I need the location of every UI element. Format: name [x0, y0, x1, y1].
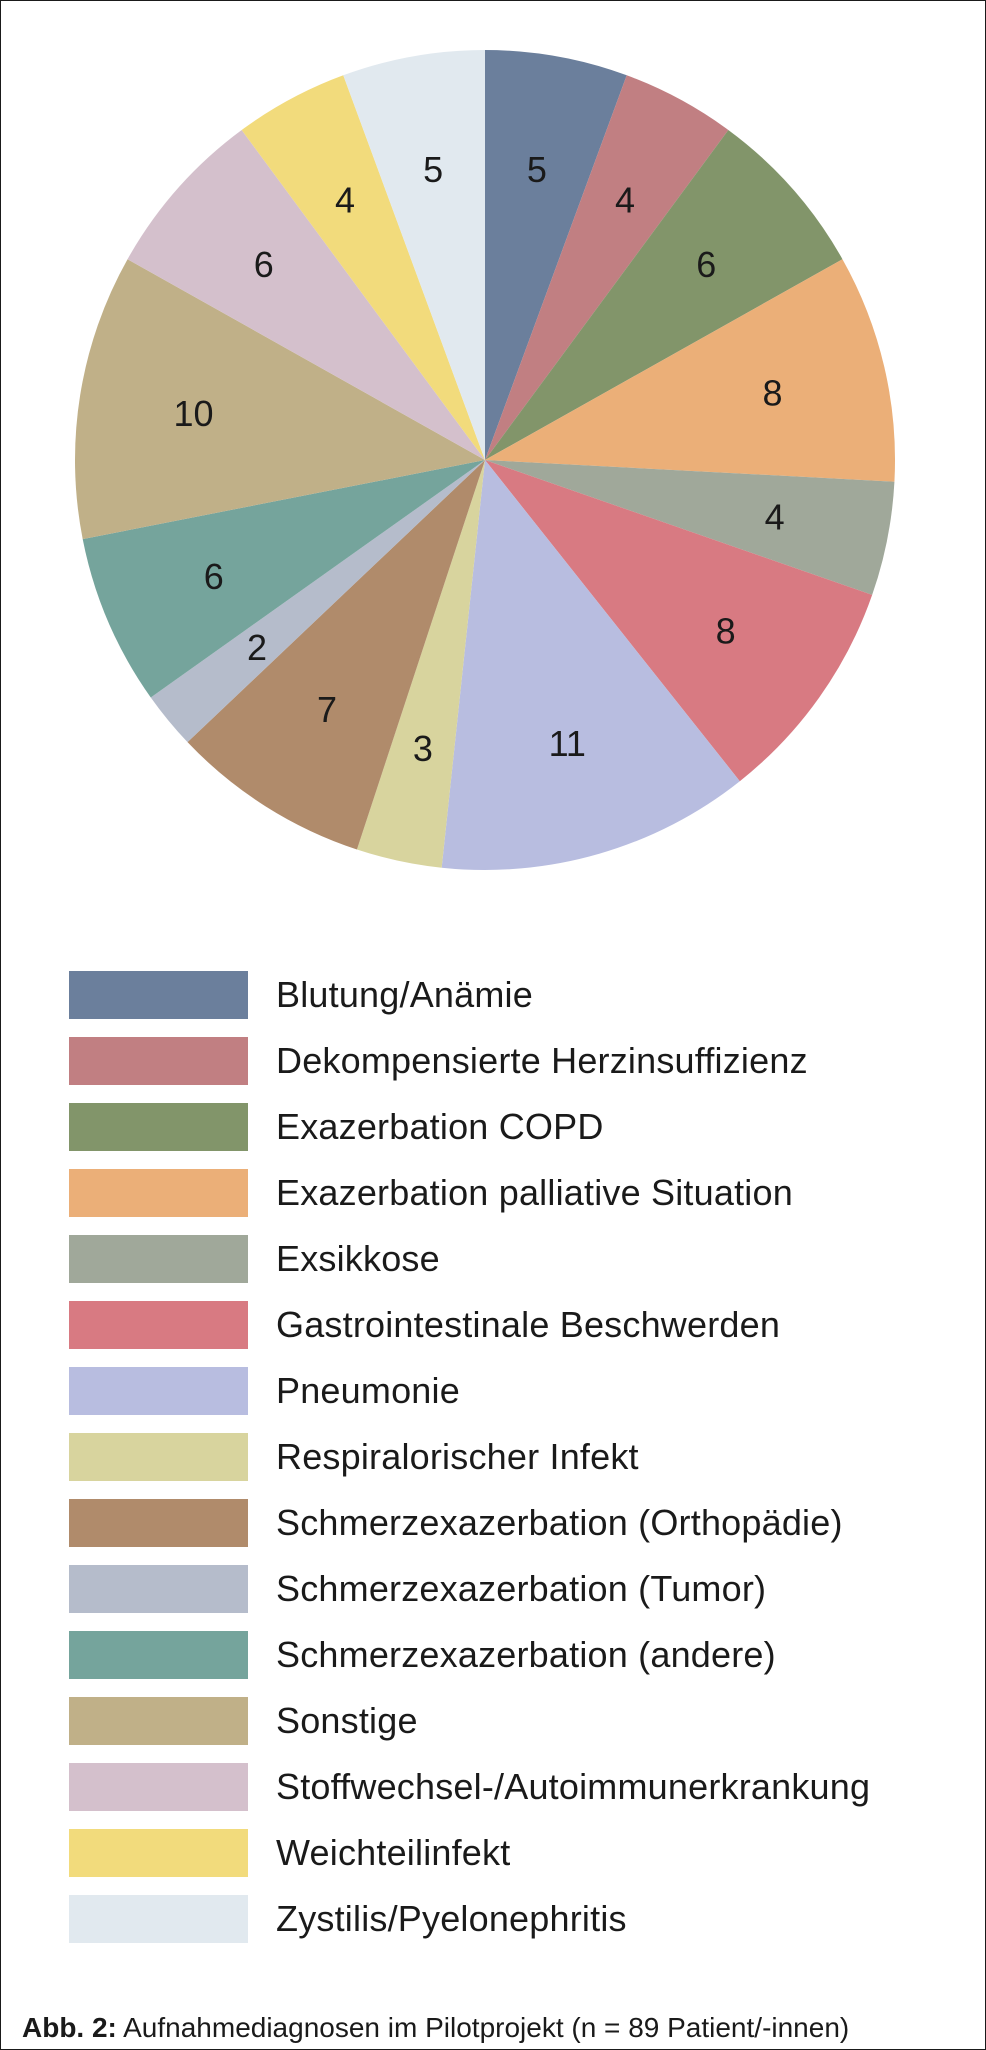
legend-item-gastrointestinale-beschwerden: Gastrointestinale Beschwerden — [69, 1292, 870, 1358]
legend-label: Gastrointestinale Beschwerden — [276, 1304, 781, 1345]
pie-slice-blutung-an-mie — [485, 50, 627, 460]
data-label-exazerbation-palliative-situation: 8 — [762, 372, 782, 413]
legend-label: Exazerbation COPD — [276, 1106, 604, 1147]
pie-slice-exazerbation-copd — [485, 130, 843, 460]
legend-label: Respiralorischer Infekt — [276, 1436, 639, 1477]
legend-swatch — [69, 1763, 248, 1811]
legend-item-dekompensierte-herzinsuffizienz: Dekompensierte Herzinsuffizienz — [69, 1028, 870, 1094]
legend-label: Schmerzexazerbation (Tumor) — [276, 1568, 767, 1609]
data-label-respiralorischer-infekt: 3 — [413, 728, 433, 769]
chart-legend: Blutung/Anämie Dekompensierte Herzinsuffi… — [69, 962, 870, 1952]
legend-swatch — [69, 971, 248, 1019]
legend-item-exazerbation-palliative-situation: Exazerbation palliative Situation — [69, 1160, 870, 1226]
pie-slice-exsikkose — [485, 460, 895, 595]
legend-item-weichteilinfekt: Weichteilinfekt — [69, 1820, 870, 1886]
legend-item-schmerzexazerbation-orthop-die: Schmerzexazerbation (Orthopädie) — [69, 1490, 870, 1556]
legend-item-exsikkose: Exsikkose — [69, 1226, 870, 1292]
legend-item-zystilis-pyelonephritis: Zystilis/Pyelonephritis — [69, 1886, 870, 1952]
pie-slice-pneumonie — [441, 460, 740, 870]
legend-item-stoffwechsel-autoimmunerkrankung: Stoffwechsel-/Autoimmunerkrankung — [69, 1754, 870, 1820]
data-label-exazerbation-copd: 6 — [696, 244, 716, 285]
pie-slice-dekompensierte-herzinsuffizienz — [485, 75, 729, 460]
pie-slice-zystilis-pyelonephritis — [343, 50, 485, 460]
data-label-schmerzexazerbation-orthop-die: 7 — [317, 689, 337, 730]
legend-label: Schmerzexazerbation (andere) — [276, 1634, 776, 1675]
legend-label: Blutung/Anämie — [276, 974, 533, 1015]
legend-item-schmerzexazerbation-tumor: Schmerzexazerbation (Tumor) — [69, 1556, 870, 1622]
legend-item-blutung-an-mie: Blutung/Anämie — [69, 962, 870, 1028]
legend-swatch — [69, 1169, 248, 1217]
legend-label: Pneumonie — [276, 1370, 460, 1411]
legend-label: Zystilis/Pyelonephritis — [276, 1898, 627, 1939]
pie-slice-stoffwechsel-autoimmunerkrankung — [127, 130, 485, 460]
legend-swatch — [69, 1301, 248, 1349]
legend-swatch — [69, 1433, 248, 1481]
data-label-dekompensierte-herzinsuffizienz: 4 — [615, 180, 635, 221]
pie-slice-schmerzexazerbation-orthop-die — [187, 460, 485, 850]
caption-prefix: Abb. 2: — [22, 2012, 117, 2043]
legend-label: Sonstige — [276, 1700, 418, 1741]
legend-swatch — [69, 1895, 248, 1943]
legend-label: Weichteilinfekt — [276, 1832, 511, 1873]
legend-label: Exsikkose — [276, 1238, 440, 1279]
legend-label: Dekompensierte Herzinsuffizienz — [276, 1040, 808, 1081]
legend-swatch — [69, 1037, 248, 1085]
legend-swatch — [69, 1235, 248, 1283]
legend-swatch — [69, 1103, 248, 1151]
pie-slice-sonstige — [74, 259, 486, 540]
data-label-zystilis-pyelonephritis: 5 — [423, 149, 443, 190]
legend-label: Stoffwechsel-/Autoimmunerkrankung — [276, 1766, 871, 1807]
pie-slice-schmerzexazerbation-andere — [82, 460, 485, 698]
data-label-gastrointestinale-beschwerden: 8 — [716, 610, 736, 651]
legend-swatch — [69, 1697, 248, 1745]
legend-swatch — [69, 1631, 248, 1679]
pie-slice-gastrointestinale-beschwerden — [485, 460, 873, 782]
pie-slice-respiralorischer-infekt — [356, 460, 485, 868]
data-label-blutung-an-mie: 5 — [527, 149, 547, 190]
figure-caption: Abb. 2: Aufnahmediagnosen im Pilotprojek… — [22, 2012, 849, 2044]
pie-slice-schmerzexazerbation-tumor — [150, 460, 485, 743]
pie-slice-weichteilinfekt — [241, 75, 485, 460]
legend-swatch — [69, 1565, 248, 1613]
pie-slice-exazerbation-palliative-situation — [485, 259, 896, 482]
legend-item-respiralorischer-infekt: Respiralorischer Infekt — [69, 1424, 870, 1490]
legend-item-sonstige: Sonstige — [69, 1688, 870, 1754]
legend-swatch — [69, 1367, 248, 1415]
data-label-exsikkose: 4 — [765, 496, 785, 537]
data-label-sonstige: 10 — [173, 393, 213, 434]
legend-label: Schmerzexazerbation (Orthopädie) — [276, 1502, 843, 1543]
legend-item-exazerbation-copd: Exazerbation COPD — [69, 1094, 870, 1160]
legend-swatch — [69, 1499, 248, 1547]
caption-text: Aufnahmediagnosen im Pilotprojekt (n = 8… — [116, 2012, 850, 2043]
pie-slices — [74, 50, 896, 870]
data-label-schmerzexazerbation-tumor: 2 — [247, 627, 267, 668]
legend-swatch — [69, 1829, 248, 1877]
data-label-pneumonie: 11 — [549, 723, 586, 764]
data-label-schmerzexazerbation-andere: 6 — [204, 556, 224, 597]
data-label-weichteilinfekt: 4 — [335, 180, 355, 221]
data-label-stoffwechsel-autoimmunerkrankung: 6 — [254, 244, 274, 285]
legend-item-pneumonie: Pneumonie — [69, 1358, 870, 1424]
legend-label: Exazerbation palliative Situation — [276, 1172, 793, 1213]
legend-item-schmerzexazerbation-andere: Schmerzexazerbation (andere) — [69, 1622, 870, 1688]
